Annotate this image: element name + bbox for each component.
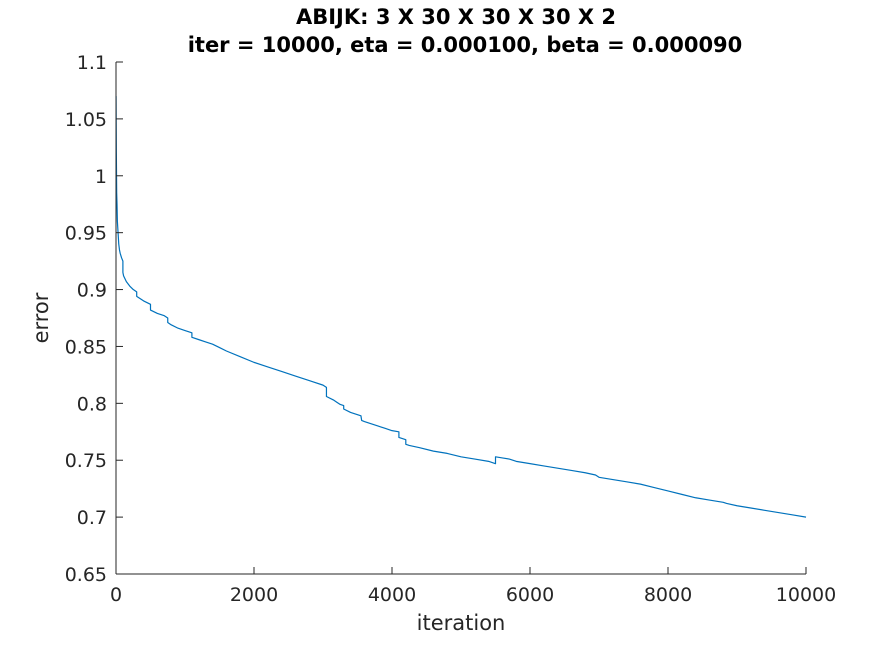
x-axis-label: iteration <box>417 611 506 635</box>
x-tick-label: 10000 <box>776 584 836 606</box>
y-tick-label: 1.05 <box>65 109 107 131</box>
x-tick-label: 2000 <box>230 584 278 606</box>
y-tick-label: 0.95 <box>65 223 107 245</box>
y-tick-label: 0.7 <box>77 507 107 529</box>
y-tick-label: 0.65 <box>65 564 107 586</box>
x-tick-label: 6000 <box>506 584 554 606</box>
x-tick-label: 0 <box>110 584 122 606</box>
y-tick-label: 1.1 <box>77 52 107 74</box>
error-series-line <box>115 96 807 518</box>
x-tick-label: 4000 <box>368 584 416 606</box>
plot-area: 0 2000 4000 6000 8000 10000 0.65 0.7 0.75 0.8 0.8… <box>65 52 837 606</box>
series-layer <box>115 96 807 518</box>
y-axis-ticks: 0.65 0.7 0.75 0.8 0.85 0.9 0.95 1 1.05 1.1 <box>65 52 123 586</box>
x-tick-label: 8000 <box>644 584 692 606</box>
chart-title: ABIJK: 3 X 30 X 30 X 30 X 2 <box>296 5 616 29</box>
y-tick-label: 0.9 <box>77 280 107 302</box>
y-tick-label: 0.75 <box>65 450 107 472</box>
chart-subtitle: iter = 10000, eta = 0.000100, beta = 0.0… <box>188 33 743 57</box>
y-tick-label: 1 <box>95 166 107 188</box>
x-axis-ticks: 0 2000 4000 6000 8000 10000 <box>110 567 836 606</box>
y-tick-label: 0.8 <box>77 393 107 415</box>
y-axis-label: error <box>29 292 53 343</box>
y-tick-label: 0.85 <box>65 336 107 358</box>
